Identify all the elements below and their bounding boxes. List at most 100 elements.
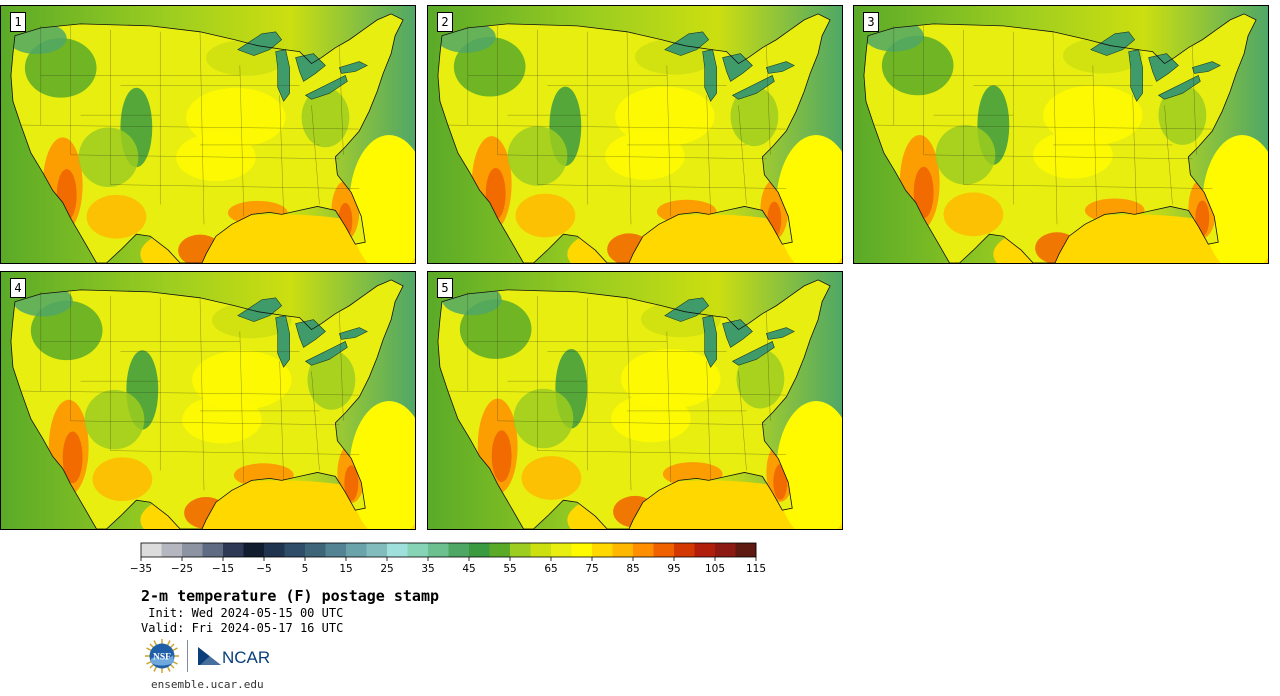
colorbar-swatch <box>612 543 634 557</box>
coastline <box>10 279 404 529</box>
colorbar-tick-label: −15 <box>212 563 234 575</box>
colorbar-tick-label: 45 <box>462 563 475 575</box>
great-lake <box>731 341 775 366</box>
great-lake <box>275 49 290 102</box>
colorbar-swatch <box>510 543 531 557</box>
colorbar-tick-label: 15 <box>339 563 352 575</box>
colorbar-swatch <box>284 543 306 557</box>
temperature-patch <box>513 388 574 449</box>
atlantic-water <box>1202 135 1268 263</box>
colorbar-swatch <box>141 543 162 557</box>
temperature-map <box>1 272 415 529</box>
colorbar-tick-label: 25 <box>380 563 393 575</box>
nsf-logo-icon: NSF <box>145 639 179 673</box>
temperature-field <box>441 283 795 528</box>
colorbar-tick-label: −5 <box>256 563 271 575</box>
great-lake <box>304 75 348 100</box>
colorbar-swatch <box>243 543 265 557</box>
temperature-patch <box>186 87 286 148</box>
temperature-patch <box>773 464 788 500</box>
valid-time: Valid: Fri 2024-05-17 16 UTC <box>141 621 344 635</box>
colorbar-swatch <box>428 543 449 557</box>
temperature-patch <box>515 193 576 238</box>
colorbar-swatch <box>305 543 326 557</box>
temperature-map <box>854 6 1268 263</box>
temperature-patch <box>84 389 145 450</box>
colorbar-swatch <box>407 543 429 557</box>
temperature-patch <box>92 457 153 502</box>
state-borders <box>873 25 1213 225</box>
coastline <box>437 279 831 529</box>
colorbar-swatch <box>674 543 695 557</box>
coastline <box>863 13 1257 263</box>
colorbar-tick-label: 85 <box>626 563 639 575</box>
website-url: ensemble.ucar.edu <box>151 678 264 691</box>
great-lake <box>722 319 753 348</box>
great-lake <box>275 315 290 368</box>
great-lake <box>731 75 775 100</box>
svg-text:NSF: NSF <box>153 653 171 663</box>
temperature-patch <box>736 349 785 409</box>
stamp-panel: 2 <box>427 5 843 264</box>
figure-title: 2-m temperature (F) postage stamp <box>141 587 440 605</box>
great-lake <box>765 61 795 74</box>
colorbar-frame <box>140 542 757 558</box>
atlantic-water <box>349 401 415 529</box>
temperature-patch <box>521 456 582 500</box>
great-lake <box>304 341 348 366</box>
colorbar-swatch <box>715 543 736 557</box>
great-lake <box>765 327 795 340</box>
temperature-patch <box>605 132 685 180</box>
colorbar-swatch <box>366 543 388 557</box>
temperature-patch <box>344 465 359 502</box>
colorbar-swatch <box>592 543 613 557</box>
temperature-colorbar: −35 −25 −15 −5 5 15 25 35 45 55 65 75 85 95 105 115 <box>130 542 766 575</box>
temperature-patch <box>621 349 721 409</box>
init-time: Init: Wed 2024-05-15 00 UTC <box>141 606 344 620</box>
colorbar-tick-label: −35 <box>130 563 152 575</box>
colorbar-swatch <box>469 543 490 557</box>
great-lake <box>1191 61 1221 74</box>
colorbar-tick-label: 5 <box>302 563 309 575</box>
colorbar-swatch <box>530 543 552 557</box>
member-number-label: 3 <box>863 12 879 32</box>
state-borders <box>447 291 787 491</box>
colorbar-swatch <box>182 543 203 557</box>
stamp-panel: 3 <box>853 5 1269 264</box>
colorbar-tick-label: 55 <box>503 563 516 575</box>
member-number-label: 1 <box>10 12 26 32</box>
great-lake <box>338 327 368 340</box>
great-lake <box>702 49 717 102</box>
member-number-label: 4 <box>10 278 26 298</box>
temperature-patch <box>192 350 292 410</box>
colorbar-swatch <box>346 543 367 557</box>
temperature-field <box>437 21 789 263</box>
temperature-patch <box>935 125 996 185</box>
colorbar-swatch <box>551 543 572 557</box>
great-lake <box>295 319 326 348</box>
temperature-patch <box>730 86 779 147</box>
ncar-logo-icon: NCAR <box>198 647 270 667</box>
temperature-patch <box>1043 85 1143 145</box>
colorbar-swatch <box>387 543 408 557</box>
colorbar-swatch <box>223 543 244 557</box>
member-number-label: 5 <box>437 278 453 298</box>
state-borders <box>447 25 787 225</box>
colorbar-tick-label: 35 <box>421 563 434 575</box>
atlantic-water <box>349 135 415 263</box>
title-block: 2-m temperature (F) postage stamp Init: … <box>141 587 439 636</box>
great-lake <box>295 53 326 82</box>
colorbar-tick-label: 65 <box>544 563 557 575</box>
temperature-map <box>1 6 415 263</box>
great-lake <box>1157 75 1201 100</box>
great-lake <box>237 297 283 322</box>
atlantic-water <box>776 401 842 529</box>
colorbar-swatch <box>735 543 757 557</box>
stamp-panel: 5 <box>427 271 843 530</box>
colorbar-swatch <box>448 543 470 557</box>
great-lake <box>664 31 710 56</box>
temperature-patch <box>176 133 256 182</box>
colorbar-tick-label: 75 <box>585 563 598 575</box>
state-borders <box>20 25 360 225</box>
colorbar-swatch <box>694 543 716 557</box>
